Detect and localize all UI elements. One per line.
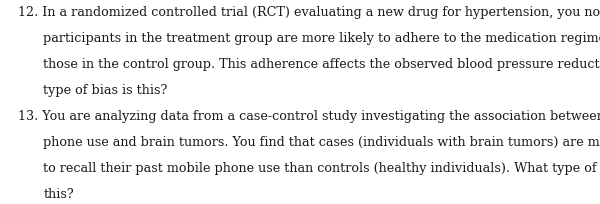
Text: phone use and brain tumors. You find that cases (individuals with brain tumors) : phone use and brain tumors. You find tha… bbox=[43, 136, 600, 149]
Text: 13. You are analyzing data from a case-control study investigating the associati: 13. You are analyzing data from a case-c… bbox=[18, 110, 600, 123]
Text: 12. In a randomized controlled trial (RCT) evaluating a new drug for hypertensio: 12. In a randomized controlled trial (RC… bbox=[18, 6, 600, 19]
Text: those in the control group. This adherence affects the observed blood pressure r: those in the control group. This adheren… bbox=[43, 58, 600, 71]
Text: to recall their past mobile phone use than controls (healthy individuals). What : to recall their past mobile phone use th… bbox=[43, 162, 600, 174]
Text: this?: this? bbox=[43, 187, 74, 200]
Text: type of bias is this?: type of bias is this? bbox=[43, 84, 167, 97]
Text: participants in the treatment group are more likely to adhere to the medication : participants in the treatment group are … bbox=[43, 32, 600, 45]
